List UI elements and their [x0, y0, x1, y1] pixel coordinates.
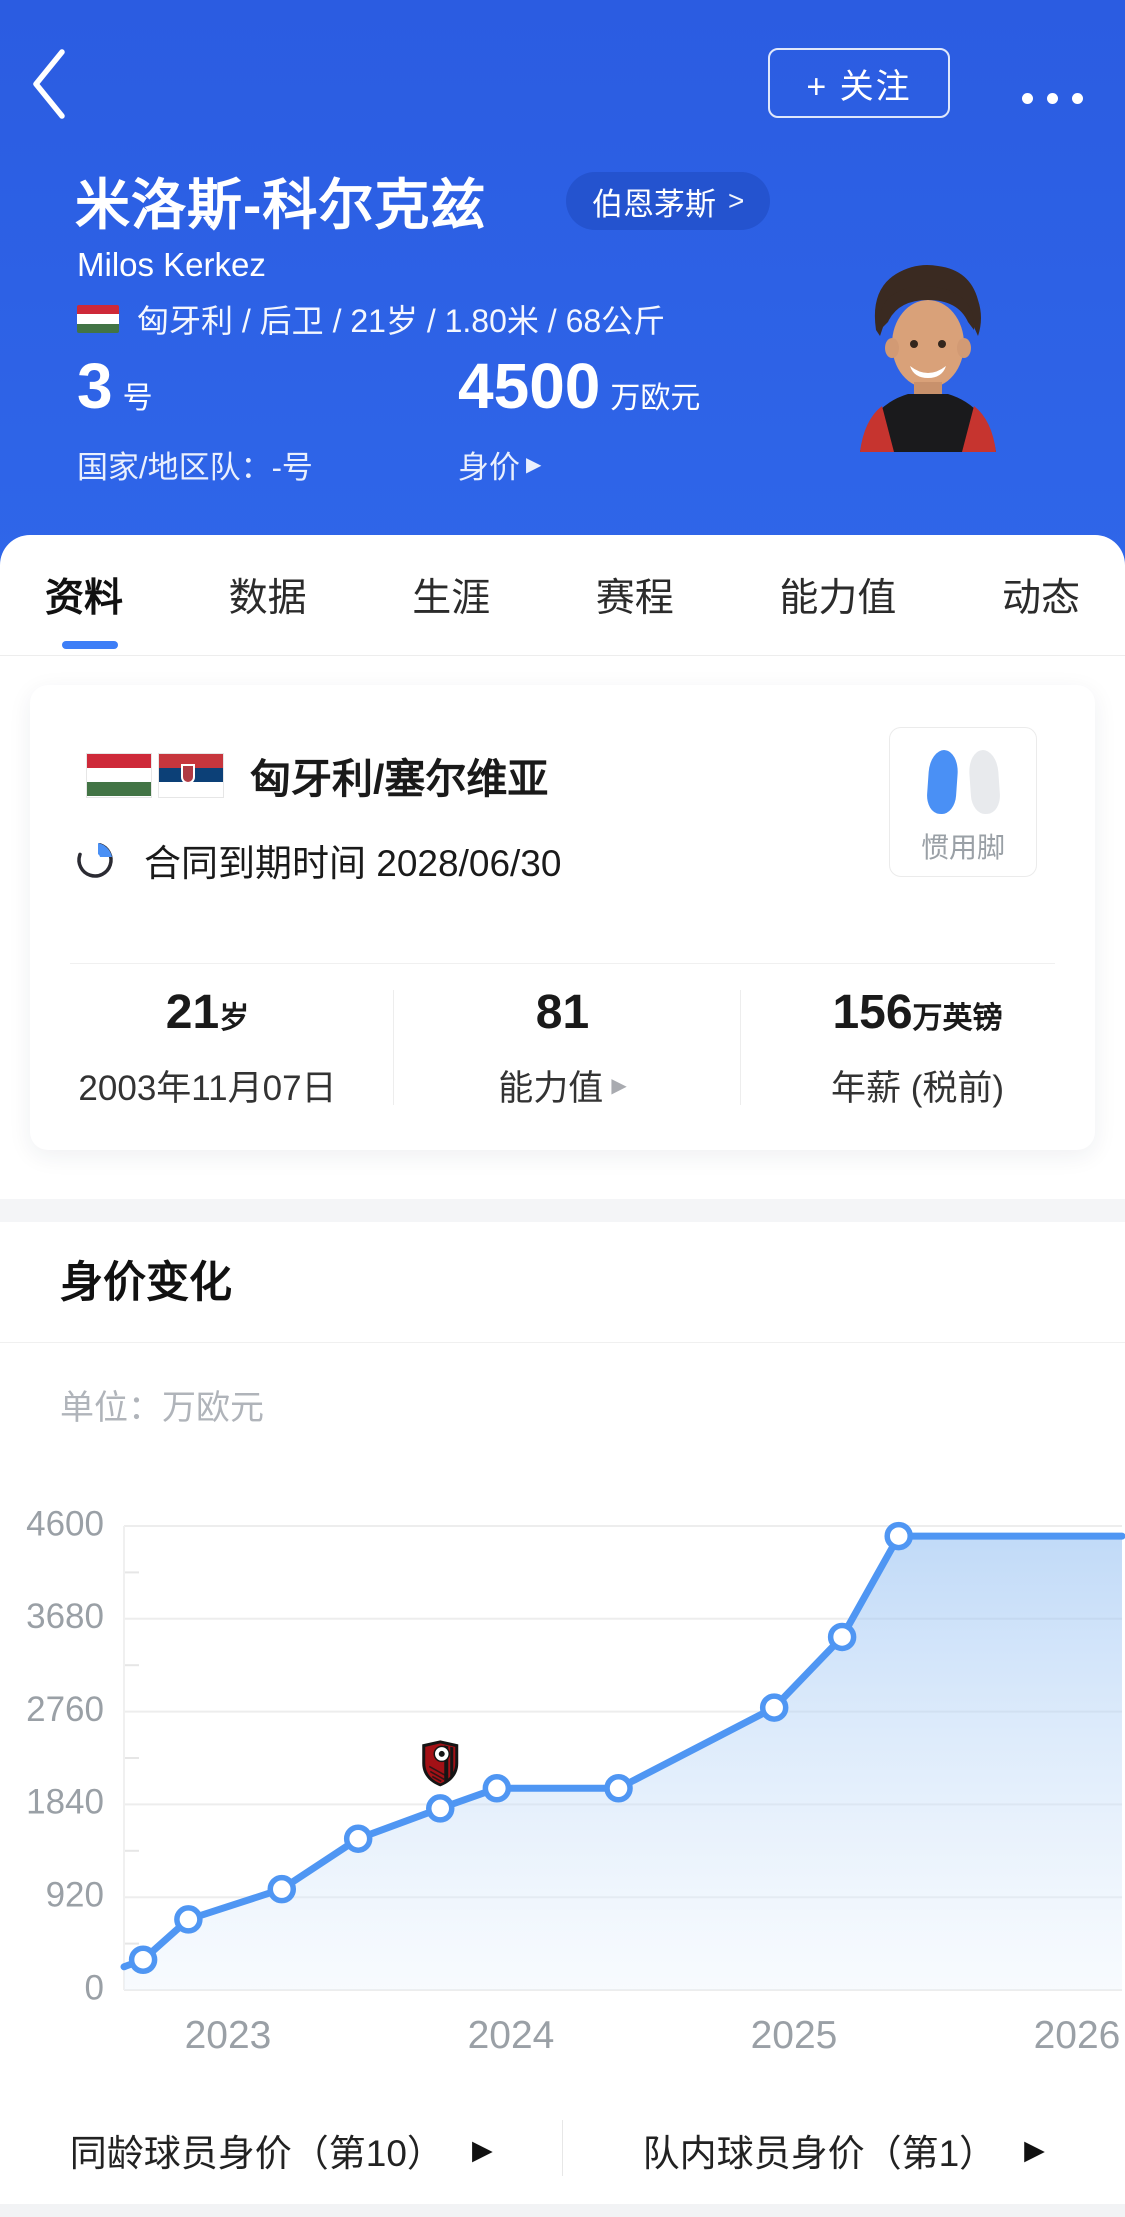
- links-divider: [562, 2120, 563, 2176]
- svg-text:2026: 2026: [1034, 2014, 1121, 2057]
- content-panel: 资料 数据 生涯 赛程 能力值 动态 匈牙利/塞尔维亚: [0, 535, 1125, 1200]
- value-section-title: 身价变化: [60, 1259, 232, 1307]
- team-value-link[interactable]: 队内球员身价（第1） ▶: [642, 2133, 1045, 2174]
- player-name-cn: 米洛斯-科尔克兹: [75, 174, 487, 236]
- tab-schedule[interactable]: 赛程: [595, 577, 674, 620]
- market-value-label: 身价: [458, 450, 520, 485]
- arrow-right-icon: ▶: [471, 2134, 493, 2165]
- tab-rating[interactable]: 能力值: [779, 577, 897, 620]
- stat-rating[interactable]: 81 能力值 ▶: [385, 985, 740, 1111]
- market-value-unit: 万欧元: [610, 382, 701, 415]
- svg-text:3680: 3680: [26, 1597, 104, 1636]
- nationality-row: 匈牙利/塞尔维亚: [86, 745, 548, 805]
- club-name: 伯恩茅斯: [592, 186, 716, 222]
- svg-text:2025: 2025: [751, 2014, 838, 2057]
- more-options-button[interactable]: [1002, 78, 1102, 118]
- contract-expiry-label: 合同到期时间 2028/06/30: [144, 843, 562, 884]
- market-value-link[interactable]: 身价 ▶: [458, 442, 541, 487]
- stat-age: 21岁 2003年11月07日: [30, 985, 385, 1111]
- footprints-icon: [925, 749, 1001, 815]
- section-separator: [0, 1199, 1125, 1222]
- club-link[interactable]: 伯恩茅斯 >: [566, 172, 771, 230]
- market-value-block: 4500 万欧元: [458, 354, 700, 418]
- back-chevron-icon: [33, 49, 65, 119]
- arrow-right-icon: ▶: [526, 454, 542, 476]
- peer-value-link[interactable]: 同龄球员身价（第10） ▶: [69, 2133, 493, 2174]
- tab-divider: [0, 655, 1125, 656]
- arrow-right-icon: ▶: [1024, 2134, 1045, 2165]
- contract-row: 合同到期时间 2028/06/30: [74, 833, 561, 887]
- follow-button-label: + 关注: [806, 67, 912, 106]
- player-photo: [846, 260, 1010, 452]
- tab-profile[interactable]: 资料: [45, 577, 124, 620]
- ellipsis-icon: [1046, 92, 1058, 104]
- right-foot-icon: [967, 749, 1001, 815]
- serbia-flag-icon: [158, 752, 224, 798]
- national-team-line: 国家/地区队：-号: [77, 450, 313, 485]
- svg-text:2760: 2760: [26, 1690, 104, 1729]
- active-tab-indicator: [62, 641, 118, 649]
- chevron-right-icon: >: [728, 185, 745, 216]
- value-chart[interactable]: 0 920 1840 2760 3680 4600 2023 2024 2025 2026: [0, 1450, 1125, 2100]
- value-section-divider: [0, 1342, 1125, 1343]
- rating-label: 能力值: [498, 1069, 604, 1108]
- ellipsis-icon: [1071, 92, 1083, 104]
- tab-bar: 资料 数据 生涯 赛程 能力值 动态: [0, 535, 1125, 655]
- nationality-label: 匈牙利/塞尔维亚: [250, 756, 549, 802]
- svg-text:920: 920: [46, 1875, 104, 1914]
- chart-unit-label: 单位：万欧元: [60, 1389, 264, 1427]
- svg-text:0: 0: [85, 1968, 104, 2007]
- birthdate-label: 2003年11月07日: [78, 1069, 337, 1108]
- stats-row: 21岁 2003年11月07日 81 能力值 ▶ 156万英镑 年薪 (税前): [30, 985, 1095, 1111]
- bournemouth-club-badge: [422, 1740, 459, 1787]
- preferred-foot-label: 惯用脚: [920, 832, 1005, 863]
- player-name-en: Milos Kerkez: [77, 246, 266, 283]
- shirt-number-unit: 号: [122, 382, 153, 415]
- tab-stats[interactable]: 数据: [228, 577, 307, 620]
- follow-button[interactable]: + 关注: [768, 48, 950, 118]
- preferred-foot-box: 惯用脚: [889, 727, 1037, 877]
- next-section-peek: [0, 2204, 1125, 2217]
- hungary-flag-icon: [77, 305, 119, 333]
- tab-career[interactable]: 生涯: [412, 577, 491, 620]
- svg-text:4600: 4600: [26, 1504, 104, 1543]
- ellipsis-icon: [1021, 92, 1033, 104]
- stat-divider: [740, 990, 741, 1105]
- player-meta-row: 匈牙利 / 后卫 / 21岁 / 1.80米 / 68公斤: [77, 296, 665, 342]
- tab-news[interactable]: 动态: [1001, 577, 1080, 620]
- contract-clock-icon: [77, 842, 113, 878]
- svg-text:1840: 1840: [26, 1783, 104, 1822]
- player-meta-line: 匈牙利 / 后卫 / 21岁 / 1.80米 / 68公斤: [137, 303, 666, 339]
- stat-divider: [393, 990, 394, 1105]
- card-divider: [70, 963, 1055, 964]
- salary-label: 年薪 (税前): [830, 1069, 1005, 1108]
- hero-header: + 关注 米洛斯-科尔克兹 伯恩茅斯 > Milos Kerkez 匈牙利 / …: [0, 0, 1125, 570]
- profile-card: 匈牙利/塞尔维亚 合同到期时间 2028/06/30 惯用脚 2: [30, 685, 1095, 1150]
- back-button[interactable]: [26, 46, 72, 122]
- stat-salary: 156万英镑 年薪 (税前): [740, 985, 1095, 1111]
- market-value: 4500: [458, 350, 601, 422]
- hungary-flag-icon: [86, 752, 152, 798]
- svg-text:2023: 2023: [185, 2014, 272, 2057]
- player-portrait-graphic: [860, 265, 996, 452]
- shirt-number: 3: [77, 350, 113, 422]
- arrow-right-icon: ▶: [611, 1075, 627, 1097]
- value-links-row: 同龄球员身价（第10） ▶ 队内球员身价（第1） ▶: [0, 2112, 1125, 2188]
- svg-text:2024: 2024: [468, 2014, 555, 2057]
- left-foot-icon: [925, 749, 959, 815]
- shirt-number-block: 3 号: [77, 354, 153, 418]
